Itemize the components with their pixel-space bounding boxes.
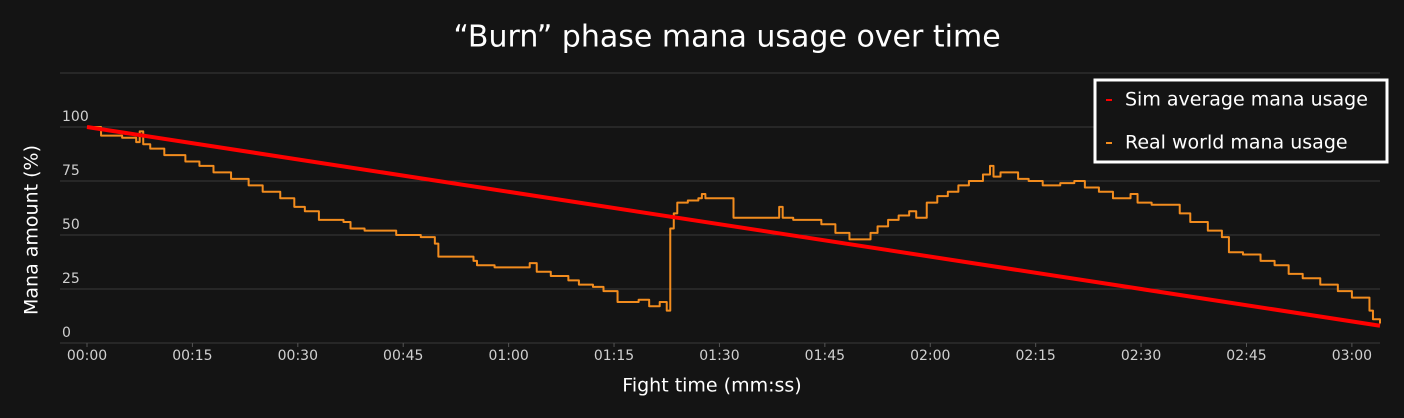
y-tick-label: 50 <box>62 217 80 233</box>
x-axis-label: Fight time (mm:ss) <box>622 375 801 397</box>
legend-label: Real world mana usage <box>1125 132 1348 154</box>
x-tick-label: 02:00 <box>910 348 950 364</box>
plot-area: 0 25 50 75 100 00:00 00:15 00:30 00:45 01:00 01:15… <box>60 72 1389 364</box>
series-line <box>86 125 1381 328</box>
x-tick-label: 00:00 <box>67 348 107 364</box>
x-tick-label: 00:15 <box>172 348 212 364</box>
x-tick-label: 00:45 <box>383 348 423 364</box>
y-tick-label: 100 <box>62 109 89 125</box>
legend-label: Sim average mana usage <box>1125 89 1368 111</box>
y-tick-label: 25 <box>62 271 80 287</box>
x-tick-label: 02:15 <box>1015 348 1055 364</box>
series-line <box>87 126 1381 324</box>
x-tick-label: 01:30 <box>699 348 739 364</box>
x-tick-label: 02:30 <box>1121 348 1161 364</box>
x-tick-label: 01:15 <box>594 348 634 364</box>
x-tick-label: 03:00 <box>1332 348 1372 364</box>
y-axis-label: Mana amount (%) <box>21 145 43 315</box>
x-tick-label: 02:45 <box>1226 348 1266 364</box>
x-tick-label: 00:30 <box>278 348 318 364</box>
x-tick-label: 01:00 <box>488 348 528 364</box>
chart-title: “Burn” phase mana usage over time <box>453 20 1000 55</box>
y-tick-label: 0 <box>62 325 71 341</box>
y-tick-label: 75 <box>62 163 80 179</box>
legend-box <box>1093 78 1389 164</box>
x-tick-label: 01:45 <box>805 348 845 364</box>
